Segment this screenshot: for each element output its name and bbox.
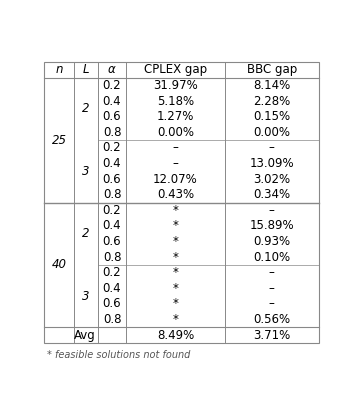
Text: 15.89%: 15.89% (250, 220, 294, 232)
Text: L: L (83, 63, 89, 77)
Text: 0.4: 0.4 (103, 157, 121, 170)
Text: 0.6: 0.6 (103, 235, 121, 248)
Text: –: – (269, 141, 275, 154)
Text: 0.8: 0.8 (103, 250, 121, 264)
Text: 3: 3 (82, 290, 90, 302)
Text: 0.6: 0.6 (103, 297, 121, 310)
Text: 0.4: 0.4 (103, 220, 121, 232)
Text: *: * (172, 220, 178, 232)
Text: Avg: Avg (74, 329, 96, 342)
Text: 0.2: 0.2 (103, 266, 121, 279)
Text: *: * (172, 282, 178, 295)
Text: –: – (269, 297, 275, 310)
Text: 8.49%: 8.49% (157, 329, 194, 342)
Text: 0.8: 0.8 (103, 188, 121, 201)
Text: –: – (269, 204, 275, 217)
Text: 31.97%: 31.97% (153, 79, 198, 92)
Text: *: * (172, 235, 178, 248)
Text: *: * (172, 266, 178, 279)
Text: 0.10%: 0.10% (253, 250, 290, 264)
Text: 3: 3 (82, 165, 90, 178)
Text: 12.07%: 12.07% (153, 173, 198, 186)
Text: 0.4: 0.4 (103, 95, 121, 108)
Text: BBC gap: BBC gap (247, 63, 297, 77)
Text: 0.56%: 0.56% (253, 313, 290, 326)
Text: 0.43%: 0.43% (157, 188, 194, 201)
Text: 3.71%: 3.71% (253, 329, 290, 342)
Text: –: – (172, 141, 178, 154)
Text: 0.00%: 0.00% (157, 126, 194, 139)
Text: n: n (55, 63, 63, 77)
Text: 13.09%: 13.09% (250, 157, 294, 170)
Text: *: * (172, 313, 178, 326)
Text: 0.34%: 0.34% (253, 188, 290, 201)
Text: *: * (172, 250, 178, 264)
Text: CPLEX gap: CPLEX gap (144, 63, 207, 77)
Bar (44, 62, 319, 343)
Text: 8.14%: 8.14% (253, 79, 290, 92)
Text: * feasible solutions not found: * feasible solutions not found (47, 350, 190, 360)
Text: –: – (269, 282, 275, 295)
Text: 3.02%: 3.02% (253, 173, 290, 186)
Text: α: α (108, 63, 116, 77)
Text: 2: 2 (82, 227, 90, 240)
Text: 40: 40 (52, 258, 67, 272)
Text: *: * (172, 204, 178, 217)
Text: 0.4: 0.4 (103, 282, 121, 295)
Text: 0.6: 0.6 (103, 110, 121, 123)
Text: *: * (172, 297, 178, 310)
Text: 0.15%: 0.15% (253, 110, 290, 123)
Text: 0.2: 0.2 (103, 204, 121, 217)
Text: 2.28%: 2.28% (253, 95, 290, 108)
Text: –: – (269, 266, 275, 279)
Text: 0.93%: 0.93% (253, 235, 290, 248)
Text: 0.6: 0.6 (103, 173, 121, 186)
Text: 1.27%: 1.27% (157, 110, 194, 123)
Text: 0.2: 0.2 (103, 79, 121, 92)
Text: 2: 2 (82, 103, 90, 115)
Text: 0.00%: 0.00% (253, 126, 290, 139)
Text: 0.2: 0.2 (103, 141, 121, 154)
Text: –: – (172, 157, 178, 170)
Text: 0.8: 0.8 (103, 126, 121, 139)
Text: 0.8: 0.8 (103, 313, 121, 326)
Text: 5.18%: 5.18% (157, 95, 194, 108)
Text: 25: 25 (52, 133, 67, 147)
